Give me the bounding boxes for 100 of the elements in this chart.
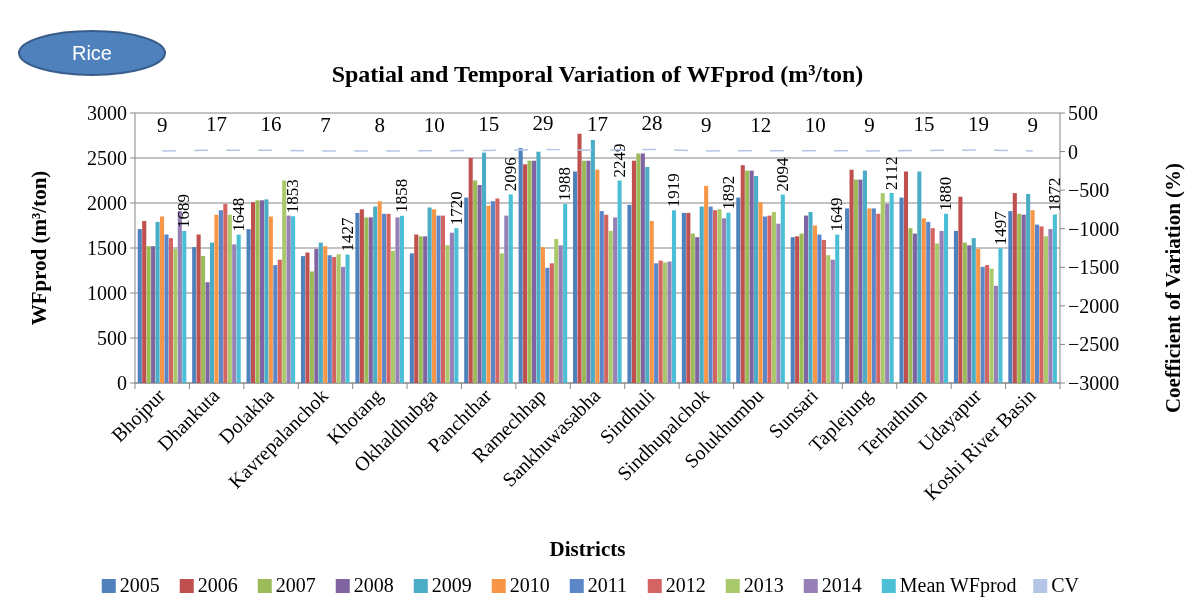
legend-label: 2012 bbox=[665, 574, 706, 596]
bar bbox=[377, 201, 382, 383]
bar bbox=[549, 263, 554, 383]
legend-label: CV bbox=[1051, 574, 1080, 596]
bar bbox=[427, 207, 432, 383]
bar bbox=[218, 210, 223, 383]
data-label: 10 bbox=[423, 112, 445, 137]
bar bbox=[246, 229, 251, 383]
bar bbox=[808, 212, 813, 383]
y-tick-label: 2500 bbox=[87, 147, 127, 169]
legend-label: 2007 bbox=[275, 574, 316, 596]
bar bbox=[930, 228, 935, 383]
bar bbox=[935, 243, 940, 383]
bar bbox=[563, 204, 568, 383]
bar bbox=[740, 165, 745, 383]
data-label: 1427 bbox=[337, 217, 357, 252]
bar bbox=[554, 239, 559, 383]
y-tick-label: 1500 bbox=[87, 237, 127, 259]
y2-tick-label: 500 bbox=[1068, 102, 1098, 124]
bar bbox=[454, 228, 459, 383]
bar bbox=[259, 200, 264, 383]
data-label: 1649 bbox=[827, 197, 847, 232]
bar bbox=[192, 247, 197, 383]
bar bbox=[473, 180, 478, 383]
bar bbox=[767, 215, 772, 383]
bar bbox=[926, 221, 931, 383]
bar bbox=[953, 230, 958, 383]
bar bbox=[804, 215, 809, 383]
bar bbox=[436, 215, 441, 383]
data-label: 1988 bbox=[555, 167, 575, 202]
bar bbox=[921, 218, 926, 383]
legend-label: 2008 bbox=[353, 574, 394, 596]
bar bbox=[386, 213, 391, 383]
data-label: 15 bbox=[913, 112, 935, 137]
data-label: 12 bbox=[750, 112, 772, 137]
bar bbox=[1048, 229, 1053, 383]
bar bbox=[862, 170, 867, 383]
bar bbox=[345, 254, 350, 383]
bar bbox=[821, 239, 826, 383]
bar bbox=[667, 261, 672, 383]
bar bbox=[971, 238, 976, 383]
bar bbox=[690, 233, 695, 383]
data-label: 8 bbox=[374, 112, 386, 137]
data-label: 1919 bbox=[664, 173, 684, 208]
bar bbox=[681, 212, 686, 383]
bar bbox=[754, 176, 759, 383]
bar bbox=[409, 253, 414, 383]
bar bbox=[205, 282, 210, 383]
bar bbox=[708, 206, 713, 383]
bar bbox=[745, 170, 750, 383]
bar bbox=[418, 236, 423, 383]
bar bbox=[305, 252, 310, 383]
bar bbox=[486, 205, 491, 383]
bar bbox=[504, 215, 509, 383]
bar bbox=[871, 208, 876, 383]
data-label: 9 bbox=[701, 112, 712, 137]
bar bbox=[277, 259, 282, 383]
bar bbox=[604, 214, 609, 383]
y-tick-label: 3000 bbox=[87, 102, 127, 124]
bar bbox=[282, 180, 287, 383]
bar bbox=[989, 268, 994, 383]
data-label: 17 bbox=[206, 112, 228, 137]
bar bbox=[749, 170, 754, 383]
bar bbox=[264, 199, 269, 383]
bar bbox=[1035, 224, 1040, 383]
bar bbox=[867, 208, 872, 383]
bar bbox=[799, 233, 804, 383]
bar bbox=[663, 262, 668, 383]
bar bbox=[899, 197, 904, 383]
bar bbox=[654, 263, 659, 383]
bar bbox=[314, 248, 319, 383]
bar bbox=[151, 246, 156, 383]
bar bbox=[364, 217, 369, 383]
bar bbox=[390, 250, 396, 383]
bar bbox=[468, 158, 473, 383]
bar bbox=[908, 228, 913, 383]
bar bbox=[858, 179, 863, 383]
bar bbox=[414, 234, 419, 383]
bar bbox=[545, 267, 550, 383]
bar bbox=[658, 260, 663, 383]
y2-tick-label: −3000 bbox=[1068, 372, 1120, 394]
data-label: 1648 bbox=[228, 197, 248, 232]
bar bbox=[993, 285, 999, 383]
legend-label: 2006 bbox=[197, 574, 238, 596]
bar bbox=[1008, 211, 1013, 383]
chart-title: Spatial and Temporal Variation of WFprod (m³/ton) bbox=[331, 61, 864, 87]
bar bbox=[255, 200, 260, 383]
bar bbox=[499, 253, 504, 383]
bar bbox=[636, 153, 641, 383]
legend-label: 2005 bbox=[119, 574, 160, 596]
bar bbox=[736, 197, 741, 383]
bar bbox=[540, 247, 545, 383]
legend-label: 2009 bbox=[431, 574, 472, 596]
bar bbox=[835, 234, 840, 383]
bar bbox=[980, 266, 985, 383]
bar bbox=[640, 153, 645, 383]
y2-tick-label: −1500 bbox=[1068, 256, 1120, 279]
data-label: 15 bbox=[478, 112, 500, 137]
bar bbox=[142, 221, 147, 383]
bar bbox=[336, 254, 341, 383]
